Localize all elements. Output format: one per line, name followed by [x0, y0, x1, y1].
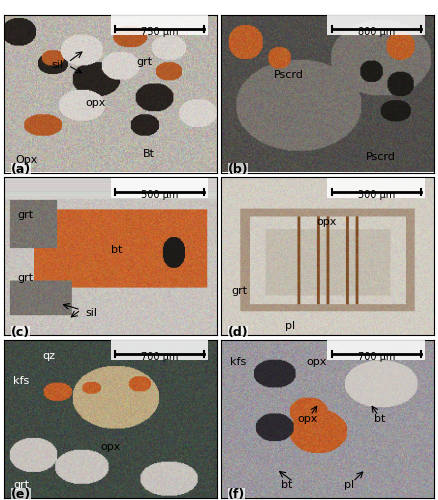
Text: opx: opx — [100, 442, 120, 452]
FancyBboxPatch shape — [110, 14, 208, 36]
Text: 500 μm: 500 μm — [141, 190, 178, 200]
Text: (e): (e) — [11, 488, 31, 500]
Text: qz: qz — [42, 351, 56, 361]
Text: kfs: kfs — [230, 357, 246, 367]
Text: 700 μm: 700 μm — [357, 352, 395, 362]
Text: sil: sil — [85, 308, 97, 318]
Text: (c): (c) — [11, 326, 30, 338]
Text: grt: grt — [17, 274, 33, 283]
Text: sil: sil — [51, 60, 63, 70]
Text: opx: opx — [306, 357, 327, 367]
Text: Bt: Bt — [142, 148, 155, 158]
Text: (f): (f) — [228, 488, 245, 500]
Text: 750 μm: 750 μm — [141, 27, 178, 37]
Text: pl: pl — [344, 480, 354, 490]
Text: Opx: Opx — [15, 155, 37, 165]
Text: opx: opx — [298, 414, 318, 424]
Text: grt: grt — [13, 480, 29, 490]
Text: opx: opx — [317, 216, 337, 226]
Text: grt: grt — [17, 210, 33, 220]
Text: bt: bt — [281, 480, 292, 490]
Text: grt: grt — [136, 57, 152, 67]
Text: 800 μm: 800 μm — [358, 27, 395, 37]
FancyBboxPatch shape — [110, 176, 208, 198]
Text: Pscrd: Pscrd — [274, 70, 304, 80]
Text: 300 μm: 300 μm — [358, 190, 395, 200]
Text: (a): (a) — [11, 163, 31, 176]
Text: (d): (d) — [228, 326, 248, 338]
Text: bt: bt — [374, 414, 385, 424]
FancyBboxPatch shape — [327, 176, 425, 198]
FancyBboxPatch shape — [327, 338, 425, 360]
Text: grt: grt — [232, 286, 248, 296]
Text: kfs: kfs — [13, 376, 29, 386]
Text: Pscrd: Pscrd — [366, 152, 396, 162]
Text: bt: bt — [110, 245, 122, 255]
Text: pl: pl — [285, 320, 295, 330]
FancyBboxPatch shape — [110, 338, 208, 360]
FancyBboxPatch shape — [327, 14, 425, 36]
Text: opx: opx — [85, 98, 106, 108]
Text: (b): (b) — [228, 163, 248, 176]
Text: 700 μm: 700 μm — [141, 352, 178, 362]
